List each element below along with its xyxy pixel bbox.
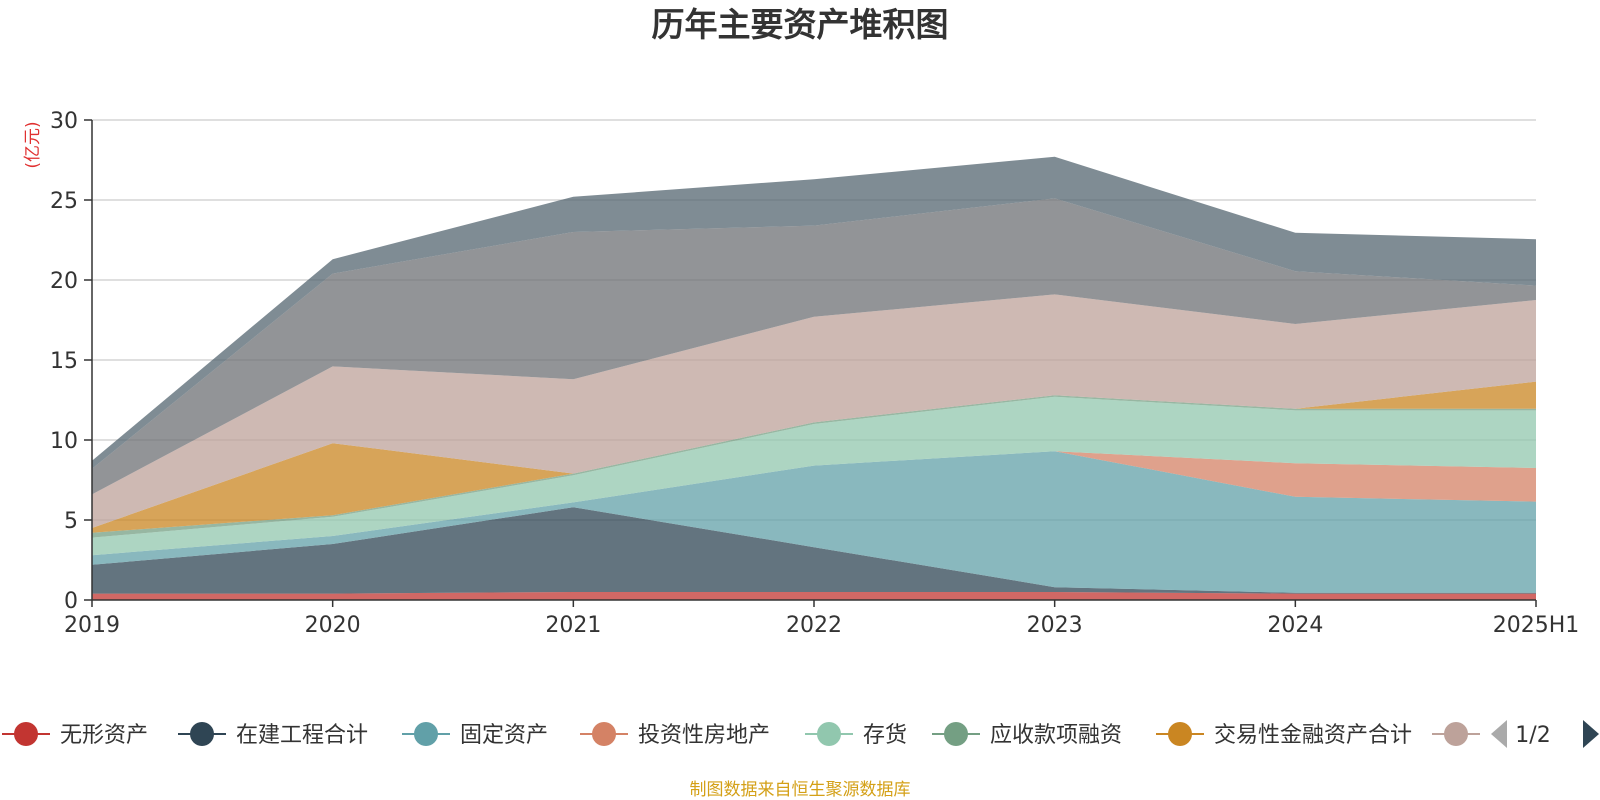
- legend-item[interactable]: 应收款项融资: [932, 722, 1122, 748]
- legend-item[interactable]: 在建工程合计: [178, 722, 368, 748]
- axes: 0 5 10 15 20 25 30 2019 2020 2021 2022 2023 2024 2025…: [50, 109, 1579, 638]
- legend-prev-icon[interactable]: [1491, 720, 1507, 748]
- y-tick-label: 25: [50, 189, 78, 214]
- area-series-5: [92, 396, 1536, 556]
- x-tick-label: 2020: [305, 613, 361, 638]
- area-series-8: [92, 294, 1536, 528]
- area-series-2: [92, 507, 1536, 594]
- area-series-7: [92, 381, 1536, 533]
- legend-marker-icon: [944, 722, 968, 746]
- legend-marker-icon: [14, 722, 38, 746]
- legend-label: 投资性房地产: [638, 723, 770, 748]
- y-axis-unit: (亿元): [23, 121, 43, 168]
- x-tick-label: 2023: [1027, 613, 1083, 638]
- legend-item[interactable]: 交易性金融资产合计: [1156, 722, 1412, 748]
- legend-label: 在建工程合计: [236, 723, 368, 748]
- legend-marker-icon: [414, 722, 438, 746]
- legend-item[interactable]: 投资性房地产: [580, 722, 770, 748]
- legend-label: 存货: [863, 723, 907, 748]
- area-series-1: [92, 592, 1536, 600]
- area-series: [92, 156, 1536, 600]
- legend-marker-icon: [1168, 722, 1192, 746]
- area-series-6: [92, 395, 1536, 538]
- legend-marker-icon: [1444, 722, 1468, 746]
- area-series-3: [92, 451, 1536, 593]
- legend-item[interactable]: [1432, 722, 1480, 746]
- legend-label: 应收款项融资: [990, 723, 1122, 748]
- y-tick-label: 20: [50, 269, 78, 294]
- y-tick-label: 15: [50, 349, 78, 374]
- legend-item[interactable]: 存货: [805, 722, 907, 748]
- legend-pager: 1/2: [1491, 720, 1599, 748]
- legend-marker-icon: [592, 722, 616, 746]
- legend-marker-icon: [190, 722, 214, 746]
- y-tick-label: 0: [64, 589, 78, 614]
- legend: 无形资产 在建工程合计 固定资产 投资性房地产 存货 应收款项融资 交易性金融资产合计: [2, 722, 1480, 748]
- legend-marker-icon: [817, 722, 841, 746]
- legend-label: 交易性金融资产合计: [1214, 723, 1412, 748]
- y-tick-label: 30: [50, 109, 78, 134]
- legend-page-indicator: 1/2: [1515, 723, 1550, 748]
- x-tick-label: 2019: [64, 613, 120, 638]
- legend-item[interactable]: 固定资产: [402, 722, 548, 748]
- legend-label: 无形资产: [60, 723, 148, 748]
- area-series-9: [92, 198, 1536, 495]
- y-tick-label: 5: [64, 509, 78, 534]
- legend-item[interactable]: 无形资产: [2, 722, 148, 748]
- legend-label: 固定资产: [460, 723, 548, 748]
- area-series-10: [92, 156, 1536, 469]
- legend-next-icon[interactable]: [1583, 720, 1599, 748]
- x-tick-label: 2025H1: [1493, 613, 1580, 638]
- x-tick-label: 2024: [1267, 613, 1323, 638]
- y-tick-label: 10: [50, 429, 78, 454]
- data-source-note: 制图数据来自恒生聚源数据库: [690, 780, 911, 800]
- x-tick-label: 2021: [545, 613, 601, 638]
- x-tick-label: 2022: [786, 613, 842, 638]
- chart-title: 历年主要资产堆积图: [652, 5, 949, 44]
